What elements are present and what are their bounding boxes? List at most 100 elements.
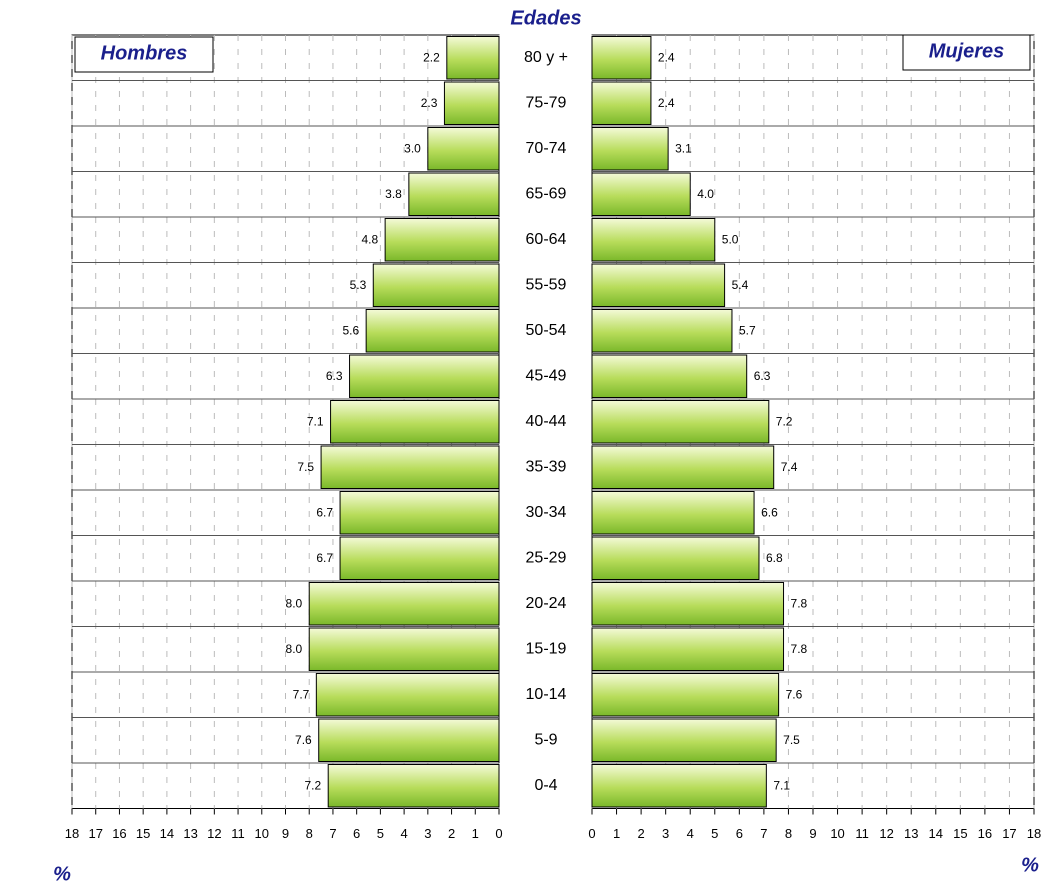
bar xyxy=(384,218,500,262)
x-tick-label: 8 xyxy=(785,826,792,841)
legend-box xyxy=(902,34,1031,71)
x-tick-label: 10 xyxy=(255,826,269,841)
data-label: 8.0 xyxy=(286,596,303,610)
x-tick-label: 0 xyxy=(588,826,595,841)
bar xyxy=(427,127,500,171)
x-tick-label: 9 xyxy=(809,826,816,841)
bar xyxy=(315,673,500,717)
bar xyxy=(349,354,500,398)
bar xyxy=(308,627,500,671)
data-label: 8.0 xyxy=(286,642,303,656)
x-tick-label: 18 xyxy=(1027,826,1041,841)
category-label: 0-4 xyxy=(534,777,557,794)
x-tick-label: 3 xyxy=(424,826,431,841)
data-label: 3.0 xyxy=(404,141,421,155)
data-label: 7.8 xyxy=(791,642,808,656)
data-label: 4.8 xyxy=(361,232,378,246)
data-label: 7.4 xyxy=(781,460,798,474)
bar xyxy=(591,81,652,125)
category-label: 70-74 xyxy=(526,140,567,157)
x-axis-label: % xyxy=(1021,854,1039,876)
x-tick-label: 4 xyxy=(400,826,407,841)
bar xyxy=(446,36,500,80)
data-label: 6.7 xyxy=(316,505,333,519)
x-tick-label: 18 xyxy=(65,826,79,841)
x-tick-label: 1 xyxy=(613,826,620,841)
data-label: 5.6 xyxy=(342,323,359,337)
bar xyxy=(339,536,500,580)
bar xyxy=(591,764,767,808)
data-label: 3.1 xyxy=(675,141,692,155)
bar xyxy=(591,127,669,171)
x-tick-label: 11 xyxy=(231,826,245,841)
bar xyxy=(591,445,775,489)
x-tick-label: 5 xyxy=(377,826,384,841)
data-label: 6.6 xyxy=(761,505,778,519)
data-label: 7.5 xyxy=(297,460,314,474)
bar xyxy=(591,218,716,262)
legend-box xyxy=(74,36,214,73)
bar xyxy=(408,172,500,216)
data-label: 7.6 xyxy=(295,733,312,747)
data-label: 6.3 xyxy=(326,369,343,383)
category-label: 30-34 xyxy=(526,504,567,521)
category-label: 55-59 xyxy=(526,276,567,293)
bar xyxy=(365,309,500,353)
x-tick-label: 4 xyxy=(687,826,694,841)
data-label: 6.8 xyxy=(766,551,783,565)
data-label: 4.0 xyxy=(697,187,714,201)
category-label: 15-19 xyxy=(526,640,567,657)
x-tick-label: 9 xyxy=(282,826,289,841)
data-label: 5.4 xyxy=(732,278,749,292)
x-tick-label: 1 xyxy=(472,826,479,841)
x-tick-label: 16 xyxy=(978,826,992,841)
x-tick-label: 2 xyxy=(637,826,644,841)
bar xyxy=(308,582,500,626)
x-tick-label: 6 xyxy=(736,826,743,841)
bar xyxy=(591,491,755,535)
legend-label: Mujeres xyxy=(929,40,1005,62)
category-label: 50-54 xyxy=(526,322,567,339)
data-label: 7.2 xyxy=(305,778,322,792)
bar xyxy=(591,36,652,80)
data-label: 2.2 xyxy=(423,50,440,64)
data-label: 5.3 xyxy=(350,278,367,292)
x-tick-label: 13 xyxy=(904,826,918,841)
x-tick-label: 2 xyxy=(448,826,455,841)
x-tick-label: 3 xyxy=(662,826,669,841)
data-label: 7.6 xyxy=(786,687,803,701)
bar xyxy=(591,536,760,580)
data-label: 7.5 xyxy=(783,733,800,747)
category-label: 65-69 xyxy=(526,185,567,202)
category-label: 25-29 xyxy=(526,549,567,566)
bar xyxy=(591,172,691,216)
data-label: 7.1 xyxy=(307,414,324,428)
data-label: 7.1 xyxy=(773,778,790,792)
category-label: 20-24 xyxy=(526,595,567,612)
data-label: 2.4 xyxy=(658,96,675,110)
data-label: 6.7 xyxy=(316,551,333,565)
bar xyxy=(318,718,500,762)
x-tick-label: 16 xyxy=(112,826,126,841)
category-label: 10-14 xyxy=(526,686,567,703)
bar xyxy=(591,673,780,717)
x-tick-label: 12 xyxy=(879,826,893,841)
category-label: 75-79 xyxy=(526,94,567,111)
x-tick-label: 15 xyxy=(953,826,967,841)
bar xyxy=(443,81,500,125)
x-tick-label: 17 xyxy=(1002,826,1016,841)
category-label: 40-44 xyxy=(526,413,567,430)
category-label: 80 y + xyxy=(524,49,568,66)
bar xyxy=(320,445,500,489)
x-tick-label: 13 xyxy=(183,826,197,841)
legend-label: Hombres xyxy=(101,42,188,64)
bar xyxy=(591,582,785,626)
x-tick-label: 14 xyxy=(929,826,943,841)
bar xyxy=(339,491,500,535)
data-label: 5.0 xyxy=(722,232,739,246)
data-label: 2.4 xyxy=(658,50,675,64)
bar xyxy=(591,627,785,671)
data-label: 7.2 xyxy=(776,414,793,428)
category-label: 5-9 xyxy=(534,731,557,748)
